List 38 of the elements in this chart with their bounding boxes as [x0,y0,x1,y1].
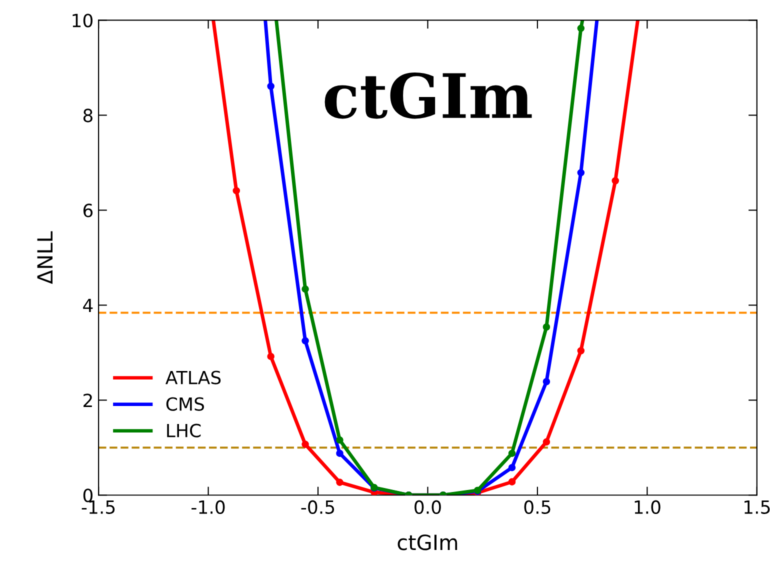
y-tick-label: 2 [84,394,92,408]
point [232,187,240,194]
point [508,478,516,486]
point [267,82,274,90]
y-tick-label: 0 [83,488,92,502]
point [542,323,550,331]
y-tick-label: 8 [83,108,92,122]
y-tick-label: 4 [83,298,93,312]
x-tick-label: 0.5 [524,500,550,514]
y-tick-label: 10 [72,14,92,28]
y-tick-label: 6 [83,204,93,218]
x-tick-label: 1.0 [634,500,660,514]
point [267,352,274,360]
point [336,478,344,486]
point [508,450,516,457]
point [577,24,585,32]
point [577,169,585,176]
point [612,177,620,184]
legend-label: CMS [166,397,204,411]
legend-label: ATLAS [166,370,221,384]
y-axis-title: ΔNLL [37,231,52,284]
x-tick-label: -0.5 [301,500,334,514]
x-tick-label: 0.0 [414,500,441,514]
x-tick-label: -1.0 [192,500,225,514]
point [336,436,344,444]
text: ctGIm [324,72,532,119]
point [302,285,309,293]
legend-label: LHC [167,424,201,438]
point [542,378,550,386]
point [542,438,550,446]
point [577,347,585,354]
point [336,450,344,457]
point [302,337,309,344]
point [508,464,516,472]
point [302,440,309,448]
x-tick-label: 1.5 [744,500,770,514]
x-axis-title: ctGIm [398,534,458,550]
x-tick-label: -1.5 [82,500,115,514]
